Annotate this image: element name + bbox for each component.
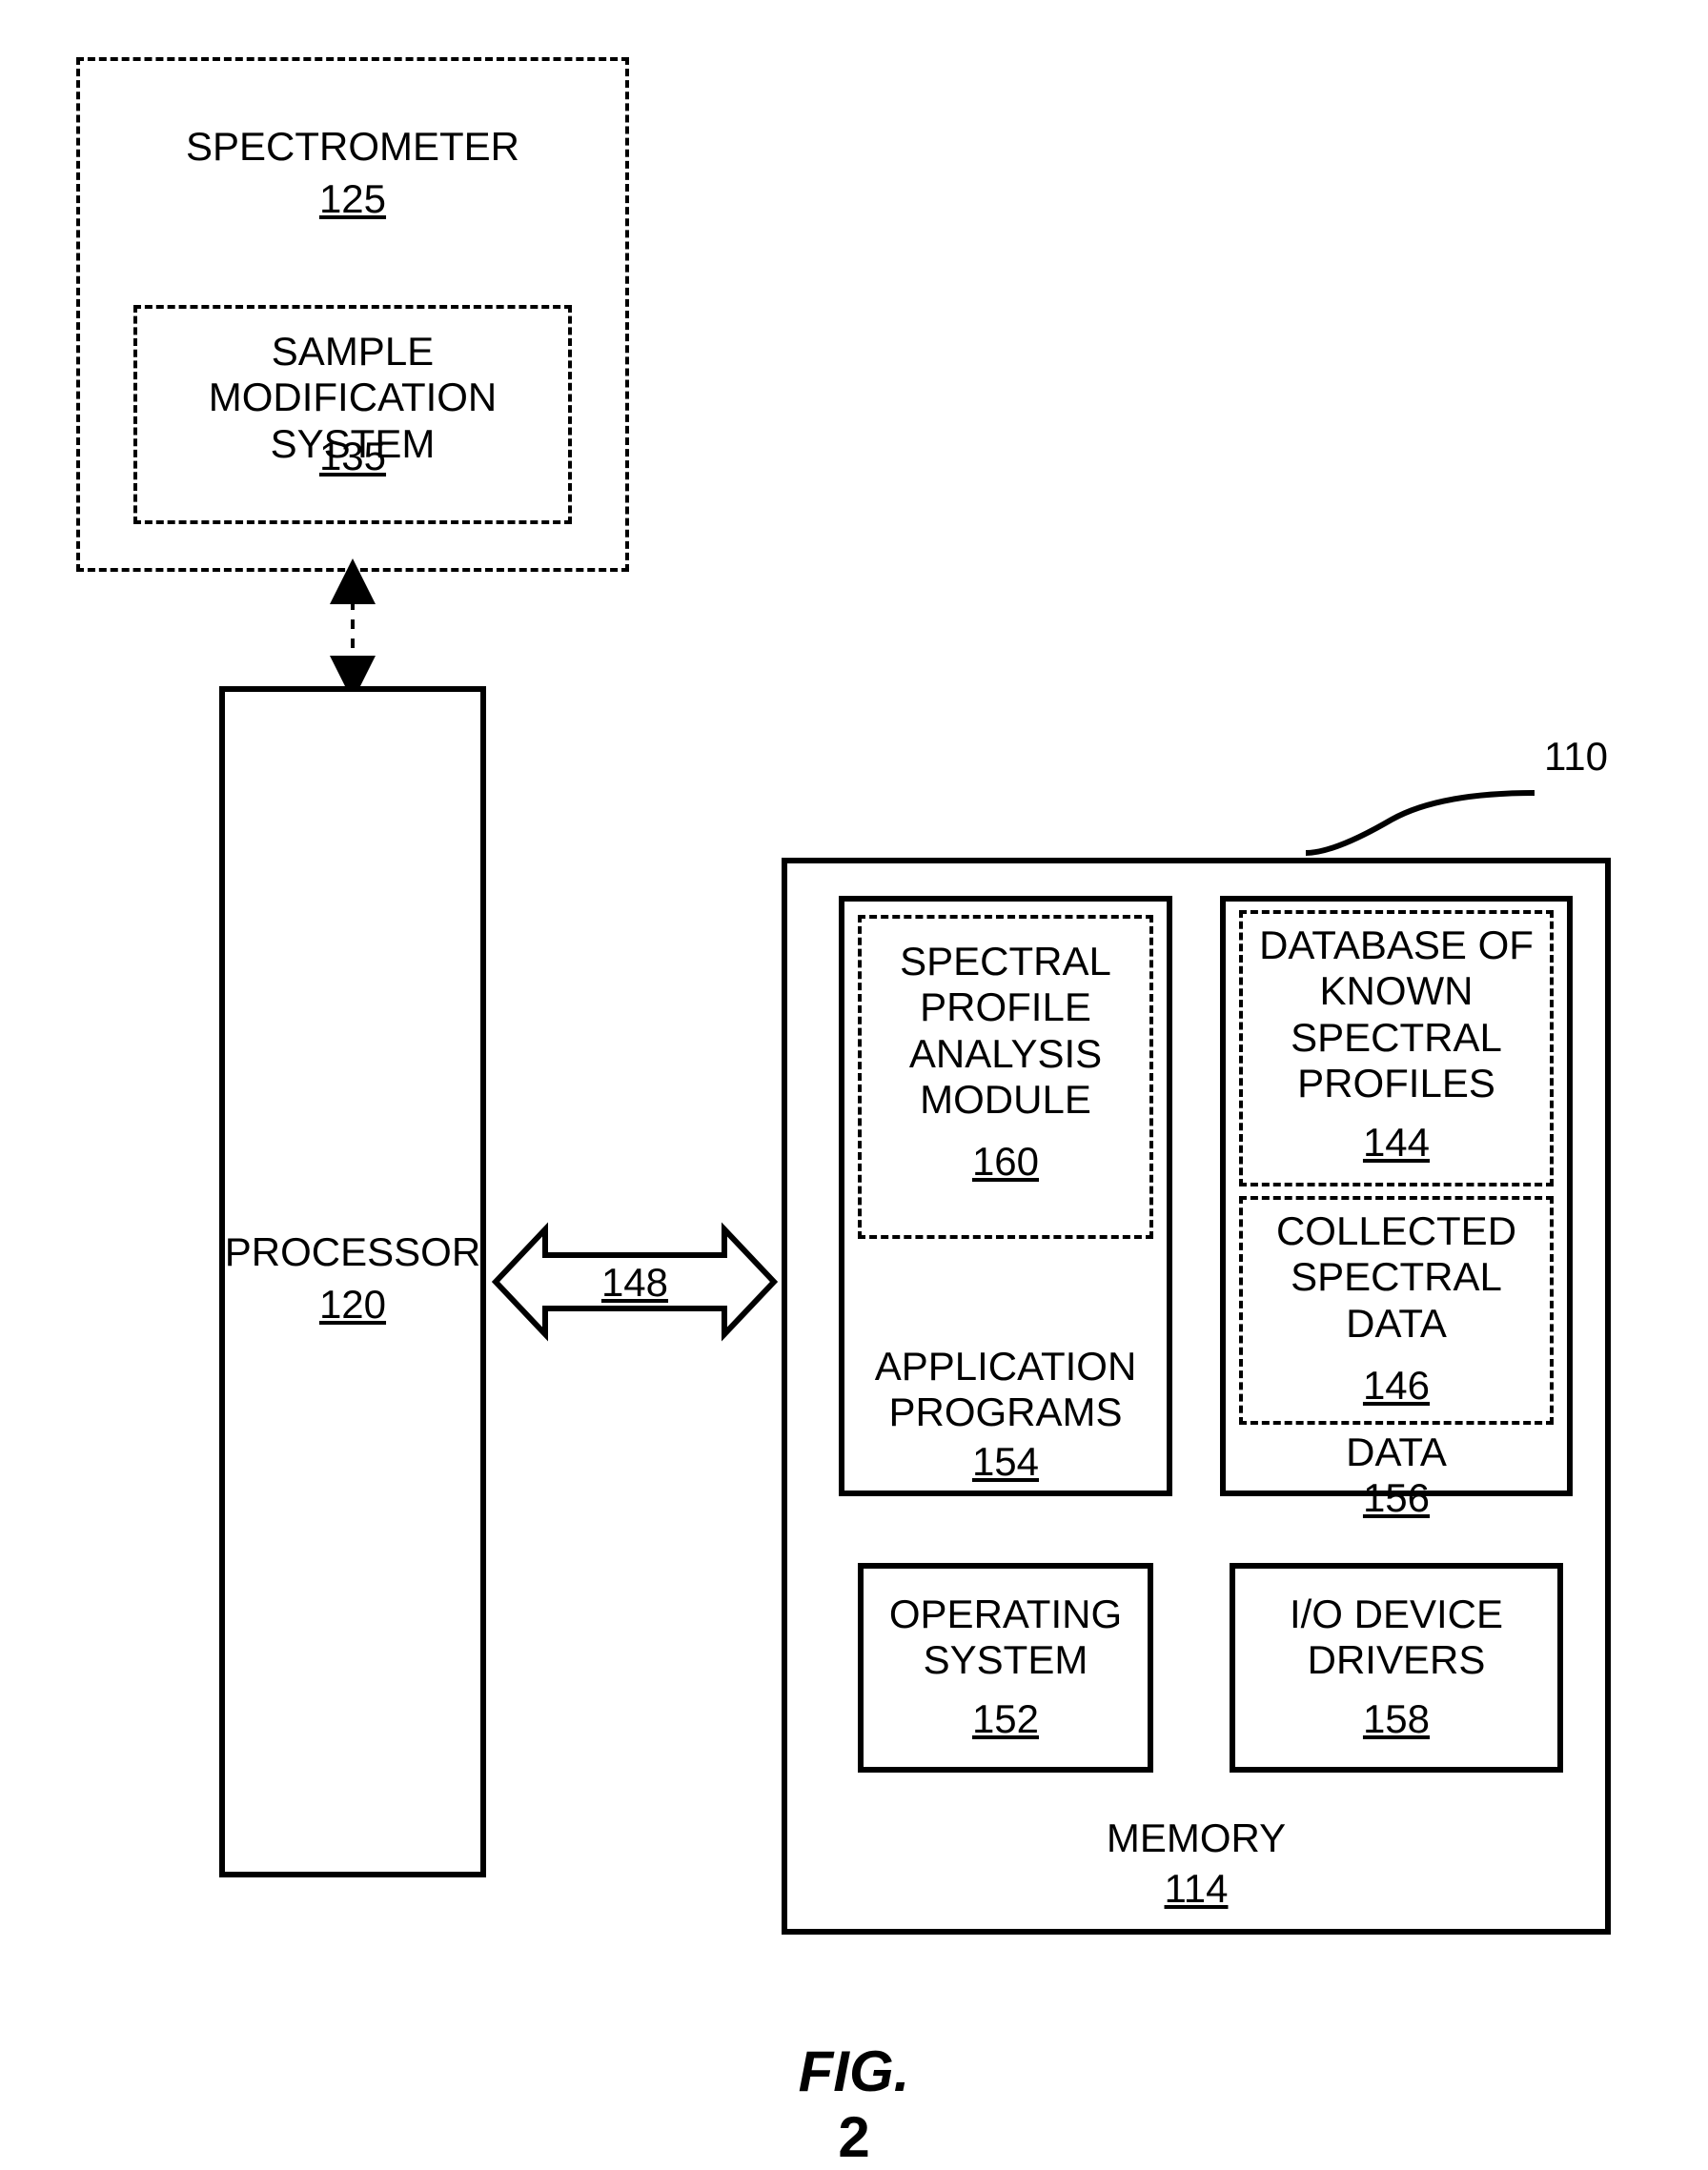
- app-programs-title: APPLICATION PROGRAMS: [839, 1344, 1172, 1436]
- db-known-title: DATABASE OF KNOWN SPECTRAL PROFILES: [1239, 923, 1554, 1106]
- collected-title: COLLECTED SPECTRAL DATA: [1239, 1208, 1554, 1347]
- spectrometer-num: 125: [76, 176, 629, 222]
- bus-num: 148: [496, 1260, 774, 1306]
- os-num: 152: [858, 1696, 1153, 1742]
- collected-num: 146: [1239, 1363, 1554, 1409]
- os-title: OPERATING SYSTEM: [858, 1592, 1153, 1684]
- io-drivers-title: I/O DEVICE DRIVERS: [1230, 1592, 1563, 1684]
- figure-caption: FIG. 2: [0, 1973, 1708, 2170]
- memory-num: 114: [782, 1866, 1611, 1912]
- app-programs-num: 154: [839, 1439, 1172, 1485]
- data-block-title: DATA: [1220, 1430, 1573, 1475]
- spectral-module-title: SPECTRAL PROFILE ANALYSIS MODULE: [858, 939, 1153, 1123]
- db-known-num: 144: [1239, 1120, 1554, 1166]
- figure-caption-number: 2: [838, 2105, 869, 2169]
- memory-title: MEMORY: [782, 1815, 1611, 1861]
- data-block-num: 156: [1220, 1475, 1573, 1521]
- processor-title: PROCESSOR: [219, 1229, 486, 1275]
- figure-caption-prefix: FIG.: [799, 2039, 910, 2103]
- diagram-stage: SPECTROMETER 125 SAMPLE MODIFICATION SYS…: [0, 0, 1708, 2078]
- spectral-module-num: 160: [858, 1139, 1153, 1185]
- processor-num: 120: [219, 1282, 486, 1328]
- spectrometer-title: SPECTROMETER: [76, 124, 629, 170]
- callout-110-label: 110: [1544, 734, 1658, 780]
- sample-mod-num: 135: [133, 434, 572, 479]
- io-drivers-num: 158: [1230, 1696, 1563, 1742]
